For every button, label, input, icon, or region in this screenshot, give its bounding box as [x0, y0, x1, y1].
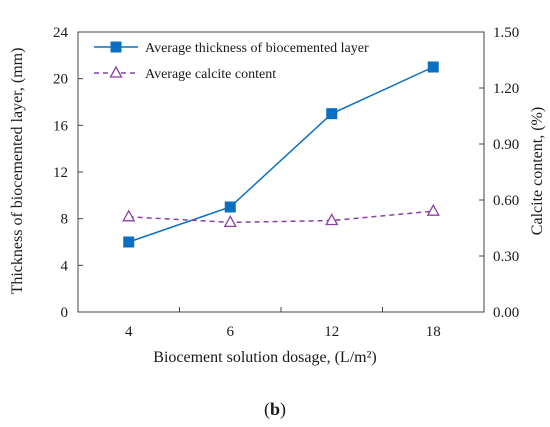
left-tick-label: 24	[53, 25, 69, 41]
right-tick-label: 0.00	[493, 305, 519, 321]
triangle-marker	[122, 209, 136, 222]
series-layer	[122, 61, 440, 248]
legend: Average thickness of biocemented layer Av…	[94, 41, 369, 82]
square-marker	[123, 236, 135, 248]
left-tick-label: 0	[61, 305, 69, 321]
caption-close-paren: )	[280, 399, 286, 420]
right-axis-ticks: 0.00 0.30 0.60 0.90 1.20 1.50	[479, 25, 519, 321]
caption-open-paren: (	[264, 399, 270, 420]
square-marker	[224, 201, 236, 213]
x-tick-label: 18	[426, 324, 441, 340]
plot-border	[77, 31, 485, 313]
triangle-marker	[426, 203, 440, 216]
caption-letter: b	[270, 399, 280, 419]
legend-label: Average calcite content	[145, 67, 276, 82]
right-tick-label: 0.60	[493, 193, 519, 209]
left-axis-ticks: 0 4 8 12 16 20 24	[53, 25, 83, 321]
right-tick-label: 1.20	[493, 81, 519, 97]
right-axis-title: Calcite content, (%)	[529, 107, 546, 235]
left-tick-label: 16	[53, 118, 69, 134]
right-tick-label: 0.30	[493, 249, 519, 265]
x-tick-label: 12	[324, 324, 339, 340]
series-1	[123, 61, 439, 248]
square-marker	[326, 108, 338, 120]
right-tick-label: 0.90	[493, 137, 519, 153]
figure-caption: (b)	[264, 399, 286, 420]
triangle-marker	[223, 215, 237, 228]
left-tick-label: 20	[53, 72, 68, 88]
left-tick-label: 12	[53, 165, 68, 181]
x-tick-label: 6	[227, 324, 235, 340]
series-line	[128, 66, 434, 243]
x-axis-title: Biocement solution dosage, (L/m²)	[153, 349, 376, 366]
right-tick-label: 1.50	[493, 25, 519, 41]
x-tick-label: 4	[125, 324, 133, 340]
left-axis-title: Thickness of biocemented layer, (mm)	[9, 48, 26, 295]
triangle-marker	[109, 65, 123, 78]
legend-label: Average thickness of biocemented layer	[145, 41, 369, 56]
triangle-marker	[325, 213, 339, 226]
square-marker	[110, 41, 122, 53]
series-line	[128, 210, 434, 224]
series-2	[122, 203, 440, 228]
square-marker	[427, 61, 439, 73]
legend-item-2: Average calcite content	[94, 65, 276, 82]
left-tick-label: 4	[61, 258, 69, 274]
legend-item-1: Average thickness of biocemented layer	[94, 41, 369, 56]
plot-frame	[77, 31, 485, 313]
x-axis-ticks: 4 6 12 18	[125, 307, 441, 340]
left-tick-label: 8	[61, 212, 69, 228]
